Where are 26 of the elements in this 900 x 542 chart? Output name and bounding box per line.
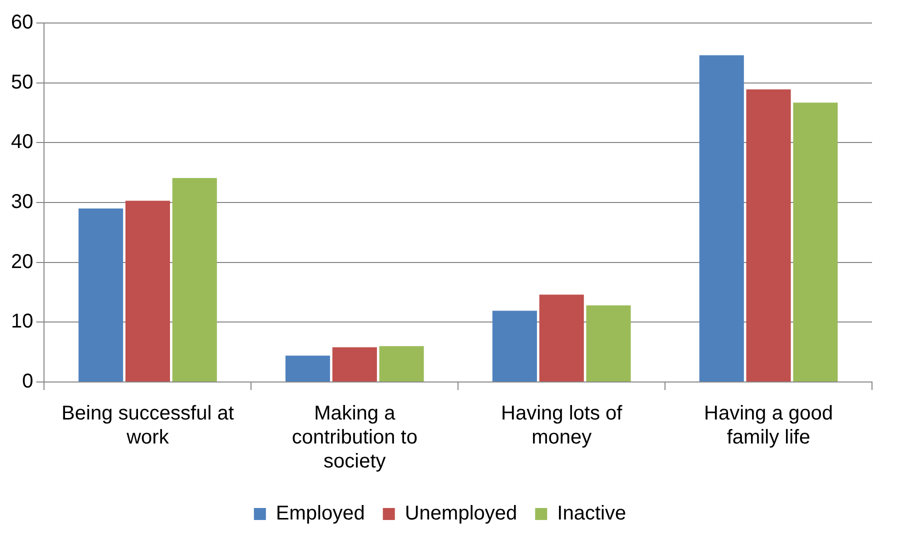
x-tick-label: Making a contribution to society (292, 402, 418, 473)
bar (78, 208, 124, 382)
x-tick-label: Having lots of money (501, 402, 623, 449)
bar (539, 294, 584, 382)
bar (332, 347, 377, 382)
legend-label: Employed (276, 502, 365, 525)
y-tick-label: 40 (10, 131, 34, 154)
bar (285, 356, 330, 382)
bar (125, 200, 170, 382)
x-tick-label: Having a good family life (704, 402, 834, 449)
bar (492, 310, 537, 382)
y-tick-label: 10 (10, 310, 34, 333)
bar (172, 178, 217, 382)
legend-label: Inactive (557, 502, 626, 525)
bar (699, 55, 744, 382)
legend-label: Unemployed (404, 502, 518, 525)
bar (379, 346, 424, 382)
y-tick-label: 30 (10, 191, 34, 214)
y-tick-label: 60 (10, 12, 34, 34)
bar (746, 89, 791, 382)
y-tick-label: 0 (22, 370, 34, 393)
x-tick-label: Being successful at work (62, 402, 234, 449)
bar (586, 305, 631, 382)
bar (793, 102, 838, 382)
y-tick-label: 50 (10, 71, 34, 94)
y-tick-label: 20 (10, 250, 34, 273)
